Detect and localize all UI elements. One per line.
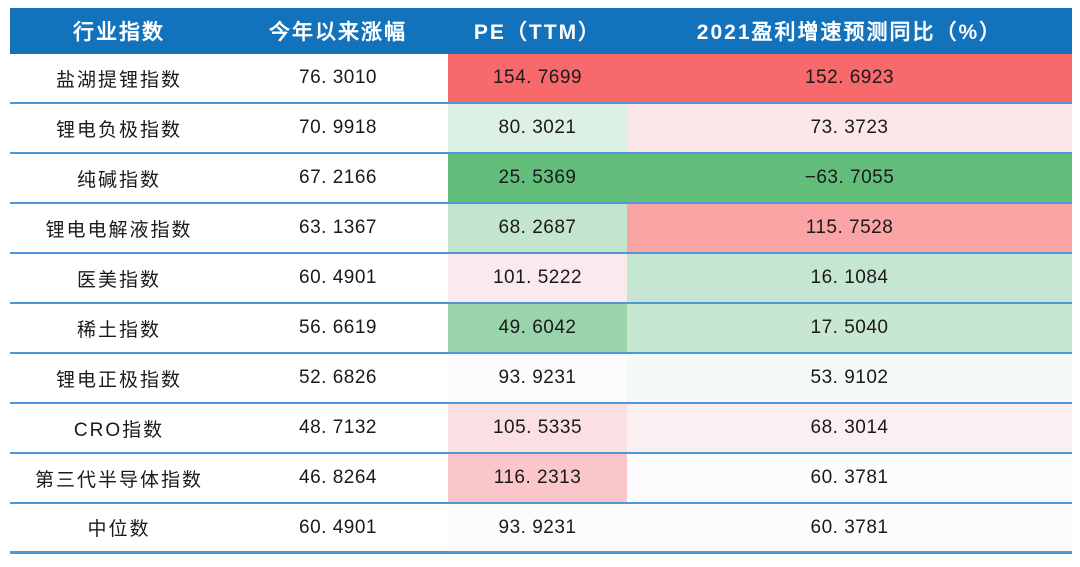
pe-cell: 105. 5335 bbox=[448, 404, 627, 452]
growth-cell: 16. 1084 bbox=[627, 254, 1072, 302]
pe-cell: 93. 9231 bbox=[448, 354, 627, 402]
growth-cell: 68. 3014 bbox=[627, 404, 1072, 452]
growth-cell: 60. 3781 bbox=[627, 454, 1072, 502]
ytd-change-cell: 52. 6826 bbox=[299, 367, 377, 388]
table-row: 盐湖提锂指数 76. 3010 154. 7699 152. 6923 bbox=[10, 54, 1072, 104]
industry-index-table: 行业指数 今年以来涨幅 PE（TTM） 2021盈利增速预测同比（%） 盐湖提锂… bbox=[10, 8, 1072, 554]
growth-cell: 53. 9102 bbox=[627, 354, 1072, 402]
pe-cell: 25. 5369 bbox=[448, 154, 627, 202]
table-row: 锂电电解液指数 63. 1367 68. 2687 115. 7528 bbox=[10, 204, 1072, 254]
index-name-cell: 锂电正极指数 bbox=[55, 369, 182, 391]
index-name-cell: 医美指数 bbox=[76, 269, 161, 291]
ytd-change-cell: 46. 8264 bbox=[299, 467, 377, 488]
ytd-change-cell: 56. 6619 bbox=[299, 317, 377, 338]
index-name-cell: 锂电负极指数 bbox=[55, 119, 182, 141]
header-ytd-change: 今年以来涨幅 bbox=[269, 21, 407, 44]
pe-cell: 68. 2687 bbox=[448, 204, 627, 252]
ytd-change-cell: 60. 4901 bbox=[299, 267, 377, 288]
growth-cell: 60. 3781 bbox=[627, 504, 1072, 551]
pe-cell: 116. 2313 bbox=[448, 454, 627, 502]
ytd-change-cell: 67. 2166 bbox=[299, 167, 377, 188]
growth-cell: −63. 7055 bbox=[627, 154, 1072, 202]
header-industry-index: 行业指数 bbox=[73, 21, 165, 44]
index-name-cell: 纯碱指数 bbox=[76, 169, 161, 191]
pe-cell: 80. 3021 bbox=[448, 104, 627, 152]
pe-cell: 101. 5222 bbox=[448, 254, 627, 302]
index-name-cell: 盐湖提锂指数 bbox=[55, 69, 182, 91]
index-name-cell: 锂电电解液指数 bbox=[45, 219, 193, 241]
ytd-change-cell: 48. 7132 bbox=[299, 417, 377, 438]
growth-cell: 73. 3723 bbox=[627, 104, 1072, 152]
header-pe-ttm: PE（TTM） bbox=[473, 21, 602, 44]
pe-cell: 49. 6042 bbox=[448, 304, 627, 352]
ytd-change-cell: 63. 1367 bbox=[299, 217, 377, 238]
table-row: 锂电负极指数 70. 9918 80. 3021 73. 3723 bbox=[10, 104, 1072, 154]
table-row: 中位数 60. 4901 93. 9231 60. 3781 bbox=[10, 504, 1072, 554]
table-row: 纯碱指数 67. 2166 25. 5369 −63. 7055 bbox=[10, 154, 1072, 204]
growth-cell: 115. 7528 bbox=[627, 204, 1072, 252]
header-2021-profit-growth-forecast: 2021盈利增速预测同比（%） bbox=[696, 21, 1003, 44]
table-header-row: 行业指数 今年以来涨幅 PE（TTM） 2021盈利增速预测同比（%） bbox=[10, 8, 1072, 54]
index-name-cell: 稀土指数 bbox=[76, 319, 161, 341]
index-name-cell: 第三代半导体指数 bbox=[34, 469, 203, 491]
growth-cell: 17. 5040 bbox=[627, 304, 1072, 352]
table-row: CRO指数 48. 7132 105. 5335 68. 3014 bbox=[10, 404, 1072, 454]
table-body: 盐湖提锂指数 76. 3010 154. 7699 152. 6923 锂电负极… bbox=[10, 54, 1072, 554]
ytd-change-cell: 76. 3010 bbox=[299, 67, 377, 88]
index-name-cell: CRO指数 bbox=[73, 419, 165, 441]
ytd-change-cell: 60. 4901 bbox=[299, 516, 377, 538]
index-name-cell: 中位数 bbox=[87, 519, 151, 540]
table-row: 稀土指数 56. 6619 49. 6042 17. 5040 bbox=[10, 304, 1072, 354]
pe-cell: 93. 9231 bbox=[448, 504, 627, 551]
pe-cell: 154. 7699 bbox=[448, 54, 627, 102]
growth-cell: 152. 6923 bbox=[627, 54, 1072, 102]
ytd-change-cell: 70. 9918 bbox=[299, 117, 377, 138]
table-row: 医美指数 60. 4901 101. 5222 16. 1084 bbox=[10, 254, 1072, 304]
table-row: 第三代半导体指数 46. 8264 116. 2313 60. 3781 bbox=[10, 454, 1072, 504]
table-row: 锂电正极指数 52. 6826 93. 9231 53. 9102 bbox=[10, 354, 1072, 404]
